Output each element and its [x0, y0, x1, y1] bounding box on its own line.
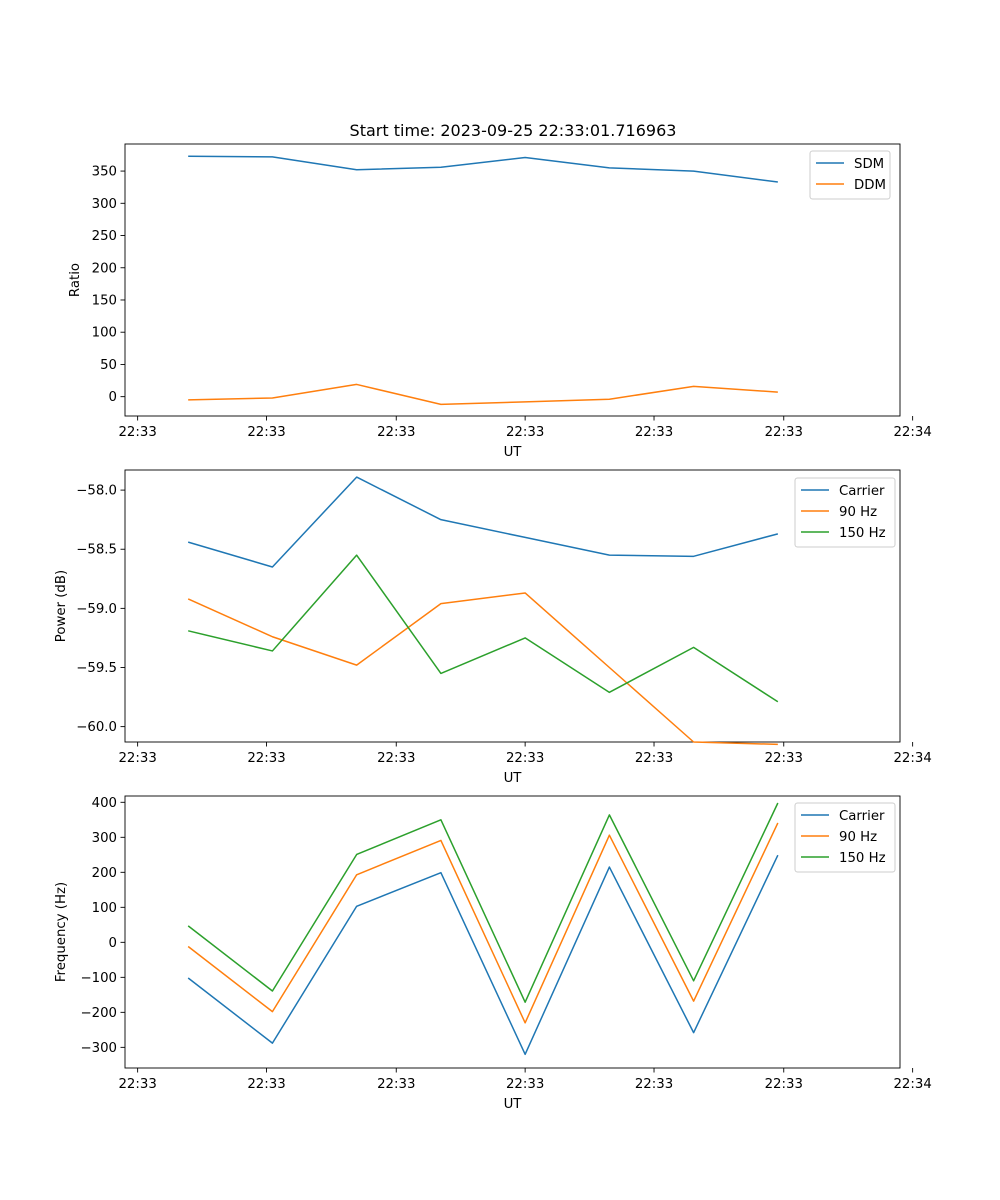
- y-tick-label: 100: [92, 326, 117, 341]
- x-axis-label: UT: [504, 771, 523, 786]
- y-tick-label: −60.0: [76, 720, 117, 735]
- legend-label: Carrier: [839, 809, 885, 824]
- x-tick-label: 22:33: [118, 425, 156, 440]
- legend-label: 90 Hz: [839, 830, 877, 845]
- legend-label: 150 Hz: [839, 851, 886, 866]
- series-line-150-hz: [187, 802, 779, 1003]
- x-tick-label: 22:33: [765, 425, 803, 440]
- x-tick-label: 22:33: [247, 1077, 285, 1092]
- y-axis-label: Power (dB): [54, 570, 69, 642]
- x-tick-label: 22:33: [247, 425, 285, 440]
- y-tick-label: −58.5: [76, 543, 117, 558]
- chart-title: Start time: 2023-09-25 22:33:01.716963: [350, 121, 677, 140]
- chart-panel-1: 22:33 22:33 22:33 22:33 22:33 22:33 22:34 0 50 10…: [68, 143, 932, 460]
- y-tick-label: 50: [100, 358, 117, 373]
- x-tick-label: 22:33: [635, 425, 673, 440]
- series-line-sdm: [188, 155, 778, 183]
- y-tick-label: 150: [92, 293, 117, 308]
- x-tick-label: 22:33: [765, 1077, 803, 1092]
- y-tick-label: −59.0: [76, 602, 117, 617]
- legend-label: SDM: [854, 157, 884, 172]
- x-tick-label: 22:33: [377, 751, 415, 766]
- chart-panel-2: 22:33 22:33 22:33 22:33 22:33 22:33 22:34 −60.0…: [54, 469, 932, 786]
- legend-box: [794, 802, 896, 873]
- legend-label: 150 Hz: [839, 526, 886, 541]
- series-line-ddm: [188, 383, 778, 406]
- y-tick-label: −200: [80, 1006, 117, 1021]
- legend-label: Carrier: [839, 484, 885, 499]
- y-tick-label: 400: [92, 796, 117, 811]
- x-axis-label: UT: [504, 1097, 523, 1112]
- y-axis-label: Frequency (Hz): [54, 882, 69, 982]
- legend-label: DDM: [854, 178, 886, 193]
- series-line-90-hz: [187, 592, 778, 746]
- x-tick-label: 22:33: [506, 425, 544, 440]
- y-tick-label: −59.5: [76, 661, 117, 676]
- series-line-carrier: [187, 854, 779, 1056]
- y-tick-label: 350: [92, 165, 117, 180]
- series-line-carrier: [187, 476, 779, 568]
- charts: 22:33 22:33 22:33 22:33 22:33 22:33 22:34 0 50 10…: [54, 143, 932, 1112]
- y-tick-label: 200: [92, 866, 117, 881]
- x-tick-label: 22:34: [893, 425, 931, 440]
- y-tick-label: 100: [92, 901, 117, 916]
- x-tick-label: 22:33: [635, 751, 673, 766]
- y-tick-label: 250: [92, 229, 117, 244]
- axes-frame: [124, 795, 901, 1069]
- x-tick-label: 22:33: [118, 751, 156, 766]
- legend-box: [794, 477, 896, 548]
- x-tick-label: 22:33: [377, 425, 415, 440]
- y-tick-label: 300: [92, 197, 117, 212]
- x-tick-label: 22:33: [247, 751, 285, 766]
- y-tick-label: 0: [109, 390, 117, 405]
- x-tick-label: 22:33: [635, 1077, 673, 1092]
- legend-label: 90 Hz: [839, 505, 877, 520]
- y-axis-label: Ratio: [68, 263, 83, 297]
- x-tick-label: 22:33: [118, 1077, 156, 1092]
- y-tick-label: 0: [109, 936, 117, 951]
- y-tick-label: −300: [80, 1041, 117, 1056]
- series-line-150-hz: [188, 554, 779, 703]
- series-line-90-hz: [187, 822, 779, 1024]
- y-tick-label: −58.0: [76, 484, 117, 499]
- y-tick-label: 300: [92, 831, 117, 846]
- x-tick-label: 22:34: [893, 751, 931, 766]
- axes-frame: [124, 143, 901, 417]
- x-tick-label: 22:34: [893, 1077, 931, 1092]
- x-tick-label: 22:33: [506, 751, 544, 766]
- x-tick-label: 22:33: [765, 751, 803, 766]
- axes-frame: [124, 469, 901, 743]
- x-axis-label: UT: [504, 445, 523, 460]
- x-tick-label: 22:33: [506, 1077, 544, 1092]
- x-tick-label: 22:33: [377, 1077, 415, 1092]
- chart-panel-3: 22:33 22:33 22:33 22:33 22:33 22:33 22:34 −300 −…: [54, 795, 932, 1112]
- y-tick-label: −100: [80, 971, 117, 986]
- y-tick-label: 200: [92, 261, 117, 276]
